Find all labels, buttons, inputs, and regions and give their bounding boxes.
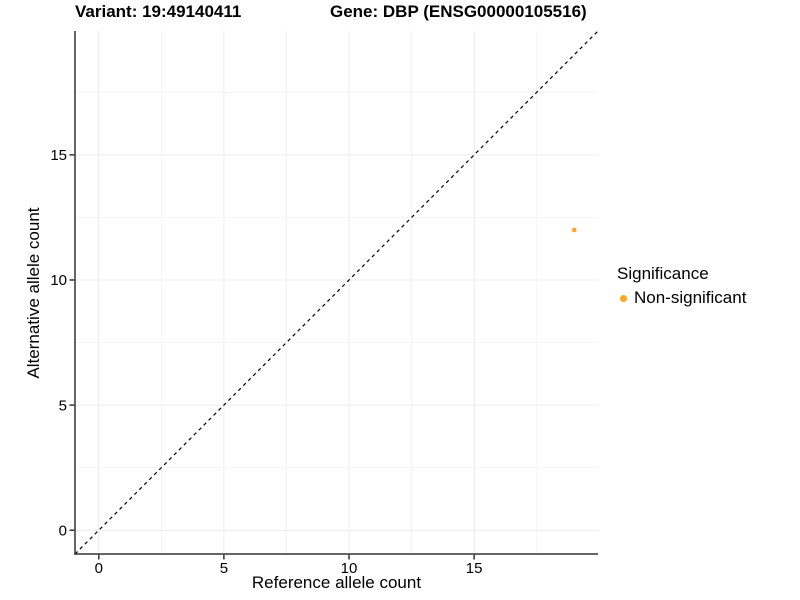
plot-title-gene: Gene: DBP (ENSG00000105516) [330,2,587,21]
svg-text:0: 0 [95,560,103,577]
svg-text:10: 10 [341,560,358,577]
legend-item-label: Non-significant [634,288,747,307]
svg-text:10: 10 [50,272,67,289]
svg-text:0: 0 [59,522,67,539]
svg-text:5: 5 [59,397,67,414]
plot-title-variant: Variant: 19:49140411 [75,2,242,21]
point-icon [619,294,627,302]
svg-text:5: 5 [220,560,228,577]
legend: Significance Non-significant [612,263,746,309]
legend-title: Significance [617,264,709,283]
y-axis-label: Alternative allele count [24,207,43,379]
legend-item-non-significant: Non-significant [612,287,746,309]
svg-text:15: 15 [466,560,483,577]
legend-key [612,287,634,309]
svg-text:15: 15 [50,147,67,164]
x-axis-label: Reference allele count [251,573,422,592]
